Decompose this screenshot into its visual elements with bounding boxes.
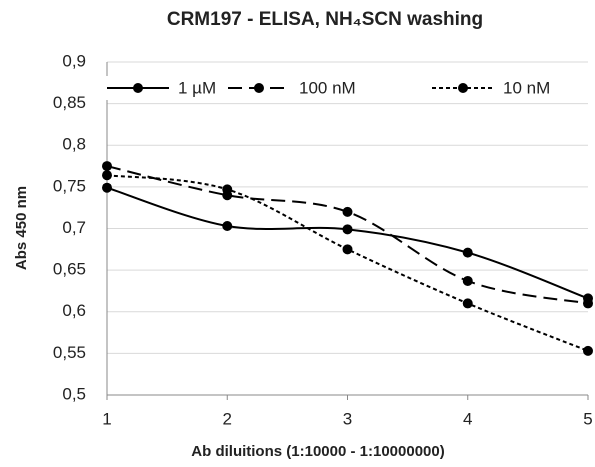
series-line [106, 165, 589, 305]
y-tick-label: 0,85 [53, 93, 86, 112]
x-axis-title: Ab diluitions (1:10000 - 1:10000000) [191, 443, 444, 460]
data-point [102, 170, 112, 181]
legend-marker [254, 83, 264, 93]
data-point [462, 298, 473, 309]
data-point [342, 224, 353, 235]
data-point [462, 275, 473, 286]
legend-label: 100 nM [299, 78, 356, 97]
data-point [583, 345, 593, 356]
x-tick-label: 3 [343, 409, 352, 428]
data-point [462, 247, 473, 258]
y-tick-label: 0,75 [53, 176, 86, 195]
y-tick-label: 0,8 [62, 135, 86, 154]
y-tick-label: 0,65 [53, 260, 86, 279]
data-point [342, 244, 353, 255]
x-tick-label: 1 [102, 409, 111, 428]
x-tick-label: 2 [223, 409, 232, 428]
y-tick-label: 0,6 [62, 301, 86, 320]
y-tick-label: 0,9 [62, 51, 86, 70]
data-point [342, 206, 353, 217]
data-point [102, 182, 112, 193]
series-line [106, 186, 589, 300]
legend-label: 1 µM [178, 78, 216, 97]
x-tick-label: 4 [463, 409, 472, 428]
chart-title: CRM197 - ELISA, NH₄SCN washing [167, 9, 483, 30]
y-tick-label: 0,55 [53, 343, 86, 362]
legend-background [430, 76, 560, 100]
data-point [222, 221, 233, 232]
x-tick-label: 5 [583, 409, 592, 428]
y-tick-label: 0,7 [62, 218, 86, 237]
y-axis-title: Abs 450 nm [13, 186, 30, 270]
legend-marker [133, 83, 143, 93]
legend-label: 10 nM [503, 78, 550, 97]
y-tick-label: 0,5 [62, 384, 86, 403]
legend-marker [458, 83, 468, 93]
data-point [222, 184, 233, 195]
series-line [106, 174, 589, 352]
data-point [102, 161, 112, 172]
data-point [583, 298, 593, 309]
